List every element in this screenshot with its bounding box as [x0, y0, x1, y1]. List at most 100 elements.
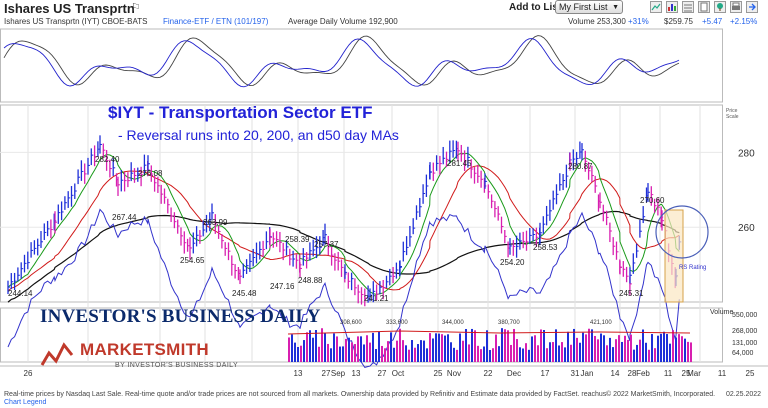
oscillator-line-slow: [3, 38, 680, 88]
volume-bar: [525, 343, 527, 362]
x-tick-label: 25: [746, 369, 755, 378]
volume-bar: [405, 345, 407, 362]
volume-bar: [288, 337, 290, 362]
volume-bar: [444, 335, 446, 362]
volume-bar: [543, 329, 545, 362]
chart-line-icon[interactable]: [650, 1, 662, 13]
volume-bar: [648, 349, 650, 362]
price-label: 263.99: [203, 218, 228, 227]
volume-bar: [330, 348, 332, 362]
price-label: 254.20: [500, 258, 525, 267]
volume-bar: [477, 345, 479, 362]
volume-bar: [309, 330, 311, 362]
price-label: 241.21: [364, 294, 389, 303]
document-icon[interactable]: [698, 1, 710, 13]
volume-bar: [630, 334, 632, 362]
annotation-subtitle: - Reversal runs into 20, 200, an d50 day…: [118, 127, 399, 143]
volume-tick-label: 550,000: [732, 312, 757, 319]
price-label: 247.16: [270, 282, 295, 291]
volume-bar: [366, 335, 368, 362]
annotation-title: $IYT - Transportation Sector ETF: [108, 103, 373, 122]
volume-bar: [327, 343, 329, 362]
volume-bar: [375, 348, 377, 362]
price-label: 258.39: [285, 235, 310, 244]
volume-bar: [297, 346, 299, 362]
share-icon[interactable]: [746, 1, 758, 13]
volume-bar: [402, 340, 404, 362]
volume-bar: [396, 340, 398, 362]
price-label: 276.08: [138, 169, 163, 178]
volume-bar: [369, 342, 371, 362]
price-label: 257.37: [314, 240, 339, 249]
volume-bar: [594, 335, 596, 362]
chart-legend-link[interactable]: Chart Legend: [4, 399, 47, 406]
volume-bar: [555, 329, 557, 362]
price-change-pct: +2.15%: [730, 17, 758, 26]
price-scale-label: Scale: [726, 114, 739, 120]
volume-bar: [456, 349, 458, 362]
x-tick-label: 31: [571, 369, 580, 378]
x-tick-label: 11: [718, 369, 727, 378]
volume-bar: [522, 348, 524, 362]
x-tick-label: 13: [294, 369, 303, 378]
volume-ma-line: [287, 330, 691, 335]
volume-bar: [597, 339, 599, 362]
volume-bar: [411, 340, 413, 362]
volume-bar: [534, 335, 536, 362]
list-select-button[interactable]: My First List ▼: [555, 0, 623, 14]
x-tick-label: 17: [541, 369, 550, 378]
volume-change: +31%: [628, 17, 649, 26]
tree-icon[interactable]: [714, 1, 726, 13]
highlight-circle: [655, 205, 709, 259]
volume-bar: [357, 336, 359, 362]
volume-bar: [360, 336, 362, 362]
x-tick-label: Feb: [636, 369, 650, 378]
group-info[interactable]: Finance-ETF / ETN (101/197): [163, 17, 269, 26]
volume-bar: [645, 342, 647, 362]
volume-bar: [654, 348, 656, 362]
volume-bar: [582, 332, 584, 362]
ticker-info: Ishares US Transprtn (IYT) CBOE-BATS: [4, 17, 148, 26]
price-change: +5.47: [702, 17, 723, 26]
volume-bar: [324, 332, 326, 362]
x-tick-label: 25: [682, 369, 691, 378]
volume-bar: [336, 336, 338, 362]
price-label: 244.14: [8, 289, 33, 298]
volume-bar: [312, 337, 314, 362]
volume-bar: [687, 341, 689, 362]
footer-disclaimer: Real-time prices by Nasdaq Last Sale. Re…: [4, 391, 607, 398]
ma200-line: [7, 210, 680, 303]
volume-bar: [639, 339, 641, 362]
volume-bar: [300, 345, 302, 362]
volume-bar: [468, 344, 470, 362]
volume-bar: [372, 332, 374, 362]
volume-bar: [570, 344, 572, 362]
volume-bar: [603, 335, 605, 362]
volume-peak-label: 421,100: [590, 320, 612, 326]
volume-bar: [600, 333, 602, 362]
x-tick-label: 27: [322, 369, 331, 378]
ibd-logo: INVESTOR'S BUSINESS DAILY: [40, 306, 321, 327]
volume-bar: [321, 328, 323, 362]
price-label: 281.45: [447, 159, 472, 168]
volume-bar: [669, 343, 671, 362]
grid-icon[interactable]: [682, 1, 694, 13]
volume-bar: [618, 335, 620, 362]
volume-axis-label: Volume: [710, 309, 733, 316]
x-tick-label: 28: [628, 369, 637, 378]
volume-bar: [417, 344, 419, 362]
price-scale-label: Price: [726, 108, 738, 114]
volume-bar: [606, 345, 608, 362]
volume-bar: [438, 333, 440, 362]
print-icon[interactable]: [730, 1, 742, 13]
volume-bar: [531, 336, 533, 362]
volume-bar: [450, 342, 452, 362]
volume-bar: [348, 337, 350, 362]
y-tick-label: 280: [738, 148, 755, 159]
flag-icon[interactable]: ⚐: [131, 2, 141, 14]
chart-bar-icon[interactable]: [666, 1, 678, 13]
volume-bar: [558, 345, 560, 362]
info-line: Ishares US Transprtn (IYT) CBOE-BATS Fin…: [0, 16, 768, 27]
volume-bar: [567, 331, 569, 362]
volume-bar: [588, 328, 590, 362]
